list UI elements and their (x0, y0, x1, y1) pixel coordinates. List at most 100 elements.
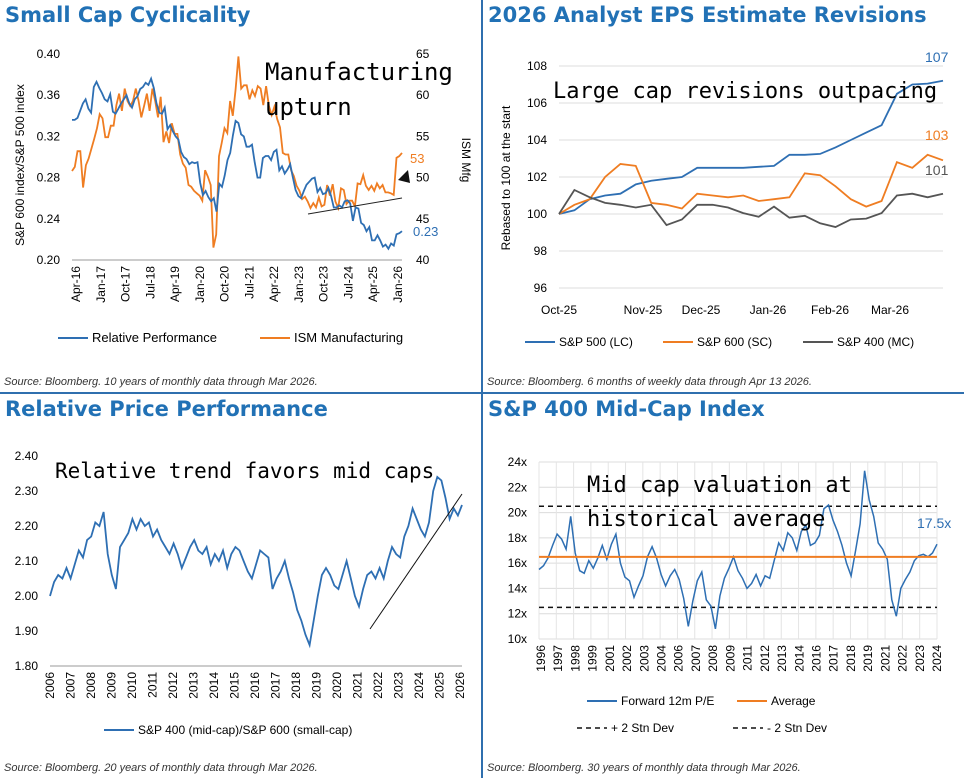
y-tick-label: 1.80 (15, 659, 39, 673)
legend-label-relative: Relative Performance (92, 330, 217, 345)
y-tick-label: 2.00 (15, 589, 39, 603)
x-tick-label: Oct-23 (317, 266, 331, 302)
y-tick-label: 0.32 (37, 129, 61, 143)
y-tick-label: 22x (508, 480, 527, 494)
y-tick-label: 20x (508, 506, 527, 520)
source-note: Source: Bloomberg. 30 years of monthly d… (487, 762, 801, 774)
x-tick-label: Apr-16 (69, 266, 83, 302)
x-tick-label: 2003 (637, 645, 651, 672)
x-tick-label: Oct-17 (119, 266, 133, 302)
horizontal-divider (0, 392, 964, 394)
panel-title: S&P 400 Mid-Cap Index (488, 397, 765, 421)
x-tick-label: 2018 (844, 645, 858, 672)
annotation-line-1: Mid cap valuation at (587, 473, 852, 498)
trend-arrow-line (307, 197, 403, 215)
y-tick-label: 2.30 (15, 484, 39, 498)
y-tick-label: 10x (508, 632, 527, 646)
panel-small-cap-cyclicality: Small Cap Cyclicality 0.20 0.24 0.28 0.32 0.… (0, 0, 481, 392)
x-tick-label: 2013 (775, 645, 789, 672)
source-note: Source: Bloomberg. 20 years of monthly d… (4, 762, 318, 774)
x-tick-label: 2002 (620, 645, 634, 672)
panel-title: Small Cap Cyclicality (5, 3, 251, 27)
legend-label-sp400: S&P 400 (MC) (837, 335, 914, 349)
x-tick-label: 2021 (878, 645, 892, 672)
vertical-divider (481, 0, 483, 778)
y-tick-label: 0.36 (37, 88, 61, 102)
x-tick-label: 2022 (896, 645, 910, 672)
end-label-1: 103 (925, 127, 949, 143)
end-label-relative: 0.23 (413, 224, 438, 239)
x-tick-label: 2012 (166, 672, 180, 699)
x-tick-label: 2014 (792, 645, 806, 672)
legend-label-sp600: S&P 600 (SC) (697, 335, 772, 349)
y-tick-label: 14x (508, 581, 527, 595)
x-tick-label: 2016 (248, 672, 262, 699)
y-tick-label: 2.40 (15, 449, 39, 463)
panel-title: Relative Price Performance (5, 397, 328, 421)
x-tick-label: 2024 (930, 645, 944, 672)
x-tick-label: Jan-23 (292, 266, 306, 303)
x-tick-label: 2016 (809, 645, 823, 672)
x-tick-label: 2009 (105, 672, 119, 699)
series-line-1 (558, 153, 944, 215)
x-tick-label: Jan-26 (391, 266, 405, 303)
x-tick-label: 2025 (433, 672, 447, 699)
x-tick-label: Nov-25 (624, 303, 663, 317)
x-tick-label: Jul-18 (143, 266, 157, 299)
y-tick-label: 104 (527, 133, 547, 147)
x-tick-label: 2022 (371, 672, 385, 699)
x-tick-label: Jan-17 (94, 266, 108, 303)
x-tick-label: 2009 (723, 645, 737, 672)
y-tick-label: 65 (416, 47, 430, 61)
series-line-ratio (49, 475, 463, 649)
legend: Forward 12m P/E Average + 2 Stn Dev - 2 … (577, 694, 827, 735)
x-tick-label: 2013 (187, 672, 201, 699)
end-label-0: 107 (925, 49, 949, 65)
chart-small-cap-cyclicality: 0.20 0.24 0.28 0.32 0.36 0.40 40 45 50 55 60 65 Apr-… (13, 47, 473, 345)
annotation-line-1: Manufacturing (265, 58, 453, 86)
x-tick-label: Mar-26 (871, 303, 909, 317)
y-tick-label: 102 (527, 170, 547, 184)
legend-label-ratio: S&P 400 (mid-cap)/S&P 600 (small-cap) (138, 723, 352, 737)
y-tick-label: 50 (416, 171, 430, 185)
y-tick-label: 106 (527, 96, 547, 110)
x-tick-label: 1998 (568, 645, 582, 672)
x-tick-label: 2008 (706, 645, 720, 672)
chart-eps-revisions: 96 98 100 102 104 106 108 Oct-25 Nov-25 Dec-25 Jan… (499, 49, 949, 349)
series-line-0 (558, 79, 944, 215)
y-tick-label: 12x (508, 607, 527, 621)
series-line-relative (72, 76, 403, 251)
x-tick-label: 2019 (861, 645, 875, 672)
end-label-ism: 53 (410, 151, 424, 166)
panel-midcap-pe: S&P 400 Mid-Cap Index 10x 12x 14x 16x 18x 20x… (483, 394, 964, 778)
x-tick-label: 2020 (330, 672, 344, 699)
series-line-pe (538, 470, 938, 630)
x-tick-label: Apr-19 (168, 266, 182, 302)
x-tick-label: 2026 (453, 672, 467, 699)
x-tick-label: 1999 (586, 645, 600, 672)
annotation-line-1: Relative trend favors mid caps (55, 459, 434, 483)
y-tick-label: 0.20 (37, 253, 61, 267)
y-tick-label: 0.24 (37, 212, 61, 226)
y-tick-label: 108 (527, 59, 547, 73)
x-tick-label: 2010 (125, 672, 139, 699)
y-axis-label-left: S&P 600 index/S&P 500 index (13, 84, 27, 246)
panel-eps-revisions: 2026 Analyst EPS Estimate Revisions 96 98… (483, 0, 964, 392)
x-tick-label: Jan-20 (193, 266, 207, 303)
x-tick-label: 2007 (689, 645, 703, 672)
x-tick-label: 1996 (534, 645, 548, 672)
x-tick-label: Feb-26 (811, 303, 849, 317)
x-tick-label: 2018 (289, 672, 303, 699)
end-label-2: 101 (925, 162, 949, 178)
legend-label-ism: ISM Manufacturing (294, 330, 403, 345)
x-tick-label: Jul-24 (341, 266, 355, 299)
x-tick-label: 2024 (412, 672, 426, 699)
x-tick-label: Jan-26 (750, 303, 787, 317)
y-tick-label: 2.10 (15, 554, 39, 568)
x-tick-label: 2011 (146, 672, 160, 698)
x-tick-label: 2012 (758, 645, 772, 672)
panel-relative-price: Relative Price Performance 1.80 1.90 2.00 2… (0, 394, 481, 778)
y-tick-label: 24x (508, 455, 527, 469)
x-tick-label: 2015 (228, 672, 242, 699)
panel-title: 2026 Analyst EPS Estimate Revisions (488, 3, 927, 27)
